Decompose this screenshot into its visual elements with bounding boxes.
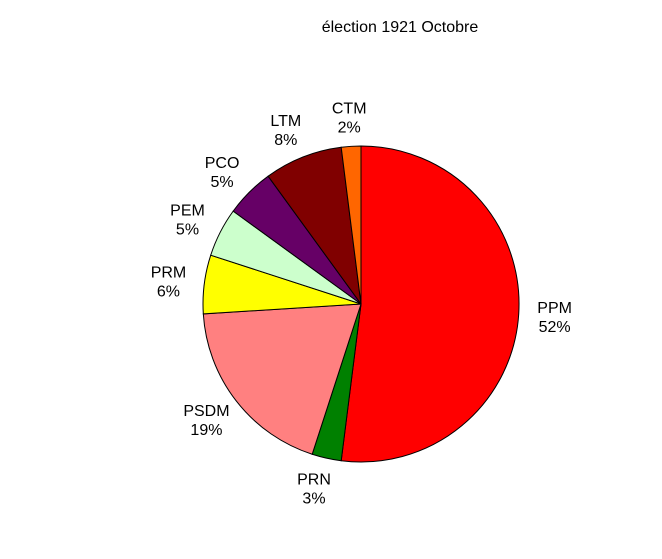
slice-label-name: PPM xyxy=(537,300,572,317)
slice-label-name: LTM xyxy=(270,113,301,130)
slice-label-percent: 19% xyxy=(190,422,222,439)
slice-label-name: PSDM xyxy=(183,403,229,420)
slice-label-pco: PCO 5% xyxy=(205,155,240,191)
slice-label-percent: 8% xyxy=(274,132,297,149)
pie-slice-psdm xyxy=(202,303,362,455)
slice-label-percent: 5% xyxy=(210,174,233,191)
slice-label-name: PEM xyxy=(170,203,205,220)
slice-label-pem: PEM 5% xyxy=(170,203,205,239)
slice-label-prm: PRM 6% xyxy=(151,264,187,300)
pie-slice-ctm xyxy=(340,145,362,305)
slice-label-ltm: LTM 8% xyxy=(270,113,301,149)
slice-label-name: PRN xyxy=(297,471,331,488)
chart-title: élection 1921 Octobre xyxy=(322,19,479,36)
slice-label-name: CTM xyxy=(332,100,367,117)
slice-label-name: PCO xyxy=(205,155,240,172)
slice-label-percent: 2% xyxy=(338,119,361,136)
slice-label-ppm: PPM 52% xyxy=(537,300,572,336)
slice-label-ctm: CTM 2% xyxy=(332,100,367,136)
slice-label-percent: 3% xyxy=(302,490,325,507)
slice-label-percent: 5% xyxy=(176,222,199,239)
pie-slices xyxy=(202,145,520,463)
slice-label-name: PRM xyxy=(151,264,187,281)
slice-label-prn: PRN 3% xyxy=(297,471,331,507)
slice-label-psdm: PSDM 19% xyxy=(183,403,229,439)
pie-slice-ppm xyxy=(340,145,520,463)
slice-label-percent: 6% xyxy=(157,283,180,300)
slice-labels: PPM 52% PRN 3% PSDM 19% PRM 6% PEM 5% PCO 5% LTM 8% CT… xyxy=(151,100,572,507)
slice-label-percent: 52% xyxy=(539,319,571,336)
